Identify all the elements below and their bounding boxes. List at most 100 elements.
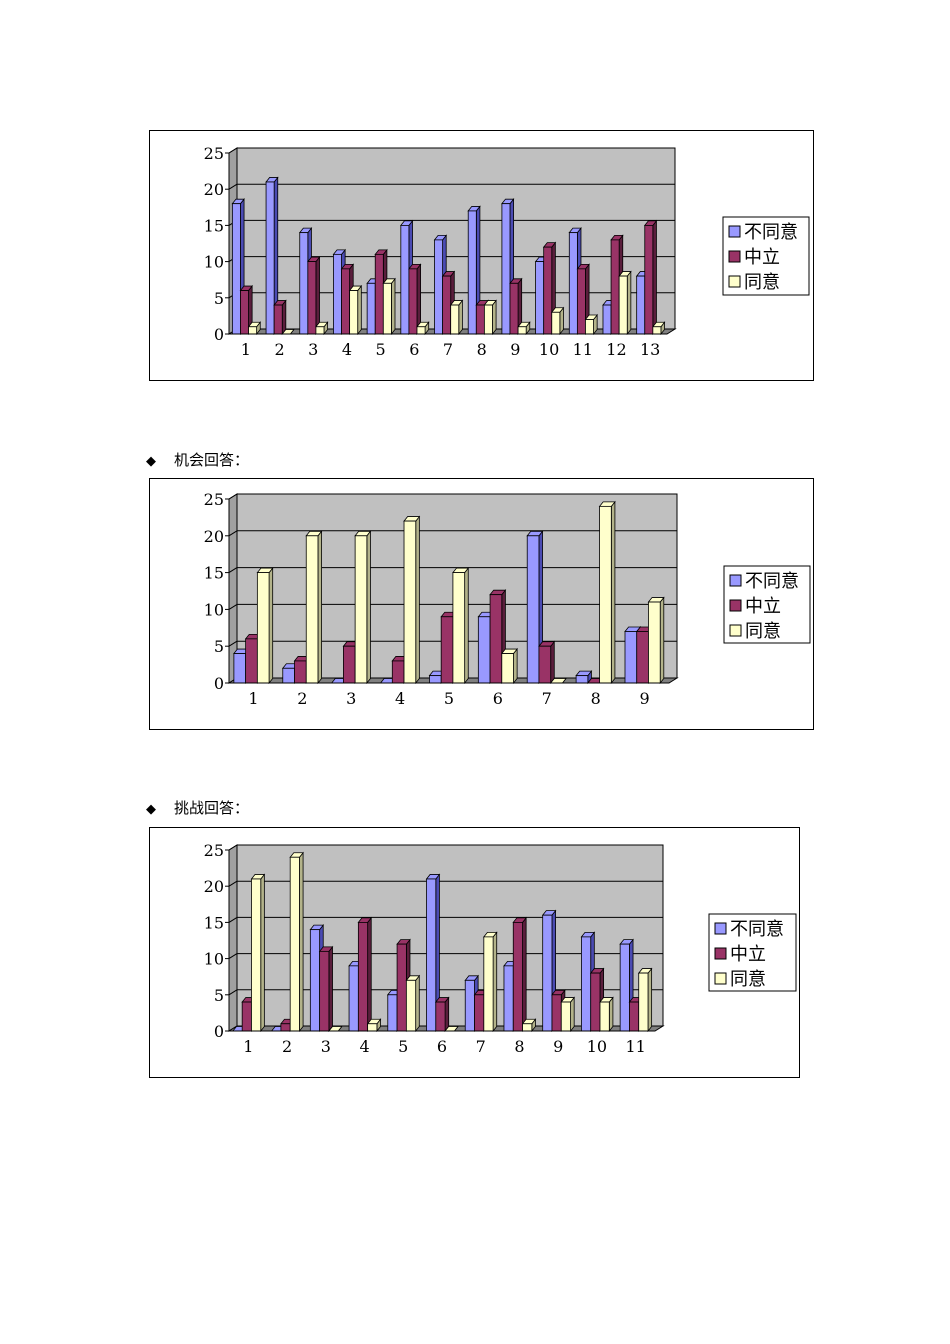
bar (374, 253, 384, 335)
bar (319, 950, 330, 1032)
bar-side (415, 515, 420, 685)
gridline-side (228, 916, 238, 923)
bar (509, 282, 519, 335)
plot-side-wall (228, 844, 238, 1032)
bar (590, 972, 601, 1032)
bar (576, 268, 586, 335)
bar (477, 616, 491, 684)
bar (248, 326, 258, 335)
gridline-side (228, 493, 238, 500)
gridline-side (228, 147, 238, 154)
bar (483, 936, 494, 1032)
bar-side (464, 566, 469, 685)
diamond-bullet-icon: ◆ (146, 454, 156, 469)
bar (435, 1001, 446, 1032)
bar-side (268, 566, 274, 685)
x-tick-label: 1 (241, 340, 251, 359)
diamond-bullet-icon: ◆ (146, 802, 156, 817)
bar (391, 660, 405, 684)
bar (434, 239, 444, 335)
x-tick-label: 4 (359, 1037, 369, 1056)
bar (387, 994, 398, 1032)
y-tick-label: 20 (204, 527, 224, 546)
y-tick-label: 0 (214, 1022, 224, 1041)
bar (282, 667, 295, 684)
bar (543, 246, 553, 335)
legend-label: 中立 (730, 944, 766, 965)
x-tick-label: 2 (274, 340, 284, 359)
bar (241, 1001, 252, 1032)
x-tick-label: 6 (493, 689, 503, 708)
bar (489, 594, 503, 684)
legend-swatch (714, 947, 727, 960)
x-tick-label: 7 (476, 1037, 486, 1056)
chart-1: 0 5 10 15 20 25 1 2 3 4 5 6 7 8 9 10 11 12 13 不同意 中立 同意 (149, 130, 814, 381)
bar (240, 290, 249, 335)
y-tick-label: 0 (214, 325, 224, 344)
bar (309, 929, 321, 1032)
y-tick-label: 10 (204, 600, 224, 619)
bar (575, 675, 589, 684)
bar (440, 616, 454, 684)
bar (294, 660, 307, 684)
bar-side (652, 219, 657, 336)
x-tick-label: 4 (395, 689, 405, 708)
x-tick-label: 8 (591, 689, 601, 708)
bar (357, 922, 369, 1032)
chart-3: 0 5 10 15 20 25 1 2 3 4 5 6 7 8 9 10 11 不同意 中立 同意 (149, 827, 800, 1078)
x-tick-label: 6 (437, 1037, 447, 1056)
bar (315, 326, 325, 335)
y-tick-label: 5 (214, 986, 224, 1005)
gridline-side (228, 844, 238, 851)
section-title: 挑战回答： (174, 799, 250, 817)
bar-side (367, 916, 372, 1033)
bar (382, 282, 392, 335)
x-tick-label: 1 (248, 689, 258, 708)
legend-swatch (728, 275, 741, 288)
bar-side (610, 500, 616, 685)
bar (581, 936, 592, 1032)
bar-side (608, 996, 614, 1033)
legend-label: 中立 (744, 247, 780, 268)
legend-swatch (729, 599, 742, 612)
gridline-side (228, 880, 238, 887)
bar (408, 268, 418, 335)
bar (624, 631, 638, 684)
bar (599, 505, 612, 684)
bar (305, 535, 319, 684)
bar-side (659, 596, 665, 685)
bar-side (492, 299, 497, 336)
gridline-side (228, 567, 238, 574)
bar (400, 225, 410, 335)
gridline-side (228, 989, 238, 996)
bar (273, 304, 283, 335)
bar-side (647, 967, 653, 1033)
bar (251, 878, 262, 1032)
bar-side (390, 277, 396, 336)
bar (629, 1001, 640, 1032)
bar (638, 972, 649, 1032)
legend-swatch (728, 250, 741, 263)
x-tick-label: 6 (409, 340, 419, 359)
bar (618, 275, 628, 335)
bar (416, 326, 426, 335)
bar (354, 535, 368, 684)
x-tick-label: 4 (342, 340, 352, 359)
bar (341, 268, 351, 335)
bar-side (281, 299, 287, 336)
bar (452, 572, 466, 684)
y-tick-label: 15 (204, 564, 224, 583)
y-tick-label: 25 (204, 841, 224, 860)
bar (610, 239, 620, 335)
legend-swatch (714, 922, 727, 935)
legend-label: 同意 (744, 272, 780, 293)
x-tick-label: 1 (243, 1037, 253, 1056)
bar (526, 535, 540, 684)
y-tick-label: 5 (214, 637, 224, 656)
x-tick-label: 10 (539, 340, 559, 359)
bar-side (492, 931, 498, 1033)
x-tick-label: 10 (587, 1037, 607, 1056)
bar-side (357, 284, 362, 336)
